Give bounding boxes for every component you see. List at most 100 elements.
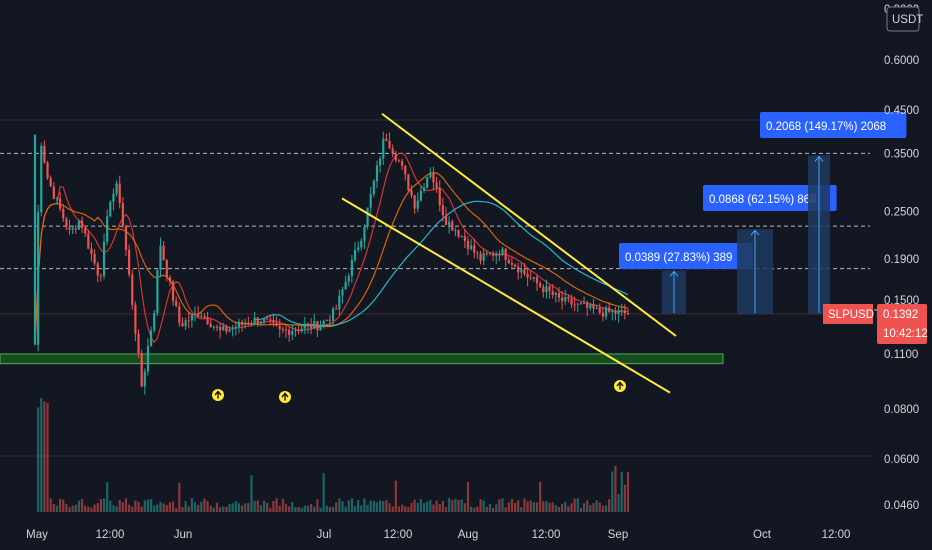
candle-body[interactable] [71,228,74,230]
candle-body[interactable] [416,200,419,209]
candle-body[interactable] [548,286,551,291]
candle-body[interactable] [137,333,140,354]
candle-body[interactable] [74,228,77,230]
candle-body[interactable] [353,249,357,261]
candle-body[interactable] [256,317,259,324]
candle-body[interactable] [561,297,564,302]
candle-body[interactable] [297,330,300,332]
candle-body[interactable] [244,323,247,325]
candle-body[interactable] [535,277,539,284]
candle-body[interactable] [532,277,535,279]
candle-body[interactable] [178,306,181,323]
candle-body[interactable] [284,329,288,331]
candle-body[interactable] [466,240,470,250]
upper-trendline[interactable] [381,112,677,337]
candle-body[interactable] [460,236,463,238]
candle-body[interactable] [162,245,165,261]
candle-body[interactable] [479,253,482,261]
candle-body[interactable] [259,321,263,324]
candle-body[interactable] [400,161,404,166]
candle-body[interactable] [331,308,335,321]
candle-body[interactable] [485,253,488,255]
candle-body[interactable] [328,319,332,321]
candle-body[interactable] [134,304,137,334]
candle-body[interactable] [554,292,557,295]
candle-body[interactable] [84,228,87,234]
candle-body[interactable] [501,248,504,256]
candle-body[interactable] [573,304,576,306]
candle-body[interactable] [510,263,514,265]
candle-body[interactable] [551,290,554,295]
candle-body[interactable] [253,317,256,324]
candle-body[interactable] [219,326,222,331]
candle-body[interactable] [266,318,269,320]
candle-body[interactable] [410,190,413,196]
candle-body[interactable] [470,245,473,250]
candle-body[interactable] [96,263,99,276]
candle-body[interactable] [482,253,485,261]
candle-body[interactable] [422,187,426,191]
candle-body[interactable] [310,324,313,329]
candle-body[interactable] [316,321,319,331]
candle-body[interactable] [303,325,306,329]
candle-body[interactable] [112,193,115,202]
candle-body[interactable] [623,309,626,314]
candle-body[interactable] [407,174,410,191]
candle-body[interactable] [360,240,363,248]
candle-body[interactable] [313,321,316,329]
candle-body[interactable] [80,220,84,229]
candle-body[interactable] [498,253,501,256]
candle-body[interactable] [385,138,388,141]
candle-body[interactable] [438,187,441,206]
candle-body[interactable] [115,183,118,194]
candle-body[interactable] [269,319,272,321]
candle-body[interactable] [463,236,466,241]
candle-body[interactable] [601,312,604,317]
candle-body[interactable] [149,330,153,347]
candle-body[interactable] [240,321,244,325]
candle-body[interactable] [49,178,52,187]
candle-body[interactable] [231,327,234,330]
candle-body[interactable] [476,252,479,254]
candle-body[interactable] [52,186,55,199]
candle-body[interactable] [441,205,444,216]
candle-body[interactable] [604,307,608,317]
candle-body[interactable] [250,323,253,325]
candle-body[interactable] [200,316,203,318]
candle-body[interactable] [448,221,451,225]
candle-body[interactable] [225,325,228,332]
candle-body[interactable] [275,322,278,326]
candle-body[interactable] [579,303,583,305]
candle-body[interactable] [291,331,294,335]
candle-body[interactable] [153,313,156,331]
candle-body[interactable] [93,253,96,264]
candle-body[interactable] [187,320,190,322]
candle-body[interactable] [391,148,394,154]
candle-body[interactable] [589,304,592,308]
candle-body[interactable] [388,140,391,149]
candle-body[interactable] [87,233,90,249]
candle-body[interactable] [99,275,102,277]
candle-body[interactable] [90,248,93,254]
candle-body[interactable] [106,216,109,242]
candle-body[interactable] [131,274,134,305]
candle-body[interactable] [197,313,200,318]
candle-body[interactable] [37,212,40,345]
candle-body[interactable] [451,221,454,231]
candle-body[interactable] [526,273,529,278]
candle-body[interactable] [592,304,595,309]
candle-body[interactable] [366,207,369,227]
candle-body[interactable] [203,316,206,318]
candle-body[interactable] [247,323,250,325]
candle-body[interactable] [557,292,561,298]
candle-body[interactable] [181,322,184,327]
candle-body[interactable] [215,326,219,328]
candle-body[interactable] [65,218,68,228]
candle-body[interactable] [43,145,46,163]
candle-body[interactable] [517,266,520,273]
candle-body[interactable] [206,317,209,324]
candle-body[interactable] [165,260,168,278]
candle-body[interactable] [598,307,601,313]
candle-body[interactable] [121,203,124,226]
candle-body[interactable] [228,329,231,332]
